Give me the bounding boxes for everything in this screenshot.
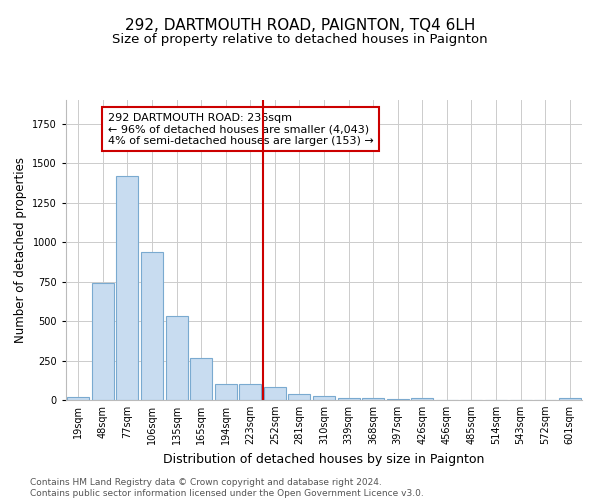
Bar bbox=[141, 252, 163, 400]
Bar bbox=[92, 282, 114, 400]
Text: Contains HM Land Registry data © Crown copyright and database right 2024.
Contai: Contains HM Land Registry data © Crown c… bbox=[30, 478, 424, 498]
Text: Size of property relative to detached houses in Paignton: Size of property relative to detached ho… bbox=[112, 32, 488, 46]
Text: 292, DARTMOUTH ROAD, PAIGNTON, TQ4 6LH: 292, DARTMOUTH ROAD, PAIGNTON, TQ4 6LH bbox=[125, 18, 475, 32]
Bar bbox=[239, 384, 262, 400]
Bar bbox=[190, 358, 212, 400]
Y-axis label: Number of detached properties: Number of detached properties bbox=[14, 157, 26, 343]
Text: 292 DARTMOUTH ROAD: 236sqm
← 96% of detached houses are smaller (4,043)
4% of se: 292 DARTMOUTH ROAD: 236sqm ← 96% of deta… bbox=[108, 112, 374, 146]
Bar bbox=[67, 396, 89, 400]
Bar bbox=[386, 399, 409, 400]
Bar bbox=[313, 396, 335, 400]
X-axis label: Distribution of detached houses by size in Paignton: Distribution of detached houses by size … bbox=[163, 452, 485, 466]
Bar bbox=[411, 398, 433, 400]
Bar bbox=[559, 398, 581, 400]
Bar bbox=[215, 384, 237, 400]
Bar bbox=[362, 398, 384, 400]
Bar bbox=[264, 386, 286, 400]
Bar bbox=[338, 398, 359, 400]
Bar bbox=[116, 176, 139, 400]
Bar bbox=[289, 394, 310, 400]
Bar bbox=[166, 316, 188, 400]
